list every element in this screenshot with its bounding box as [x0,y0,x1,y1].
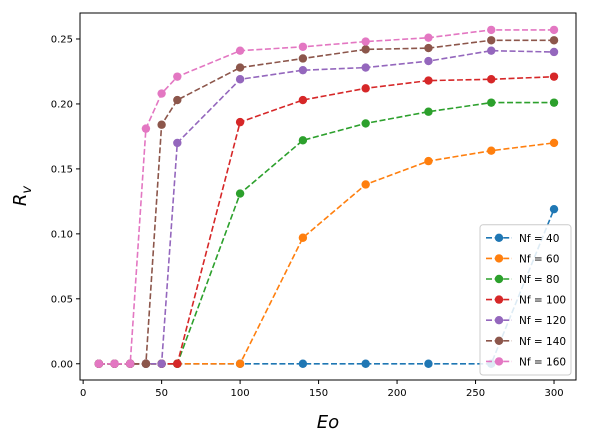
data-point [157,359,166,368]
legend-entry: Nf = 100 [486,295,566,307]
y-tick-label: 0.25 [51,34,73,45]
data-point [361,180,370,189]
data-point [110,359,119,368]
data-point [157,89,166,98]
legend-label: Nf = 60 [519,253,559,265]
data-point [549,47,559,57]
x-tick-label: 100 [231,388,250,399]
y-tick-label: 0.00 [51,359,73,370]
data-point [298,136,308,145]
y-tick-label: 0.10 [51,229,73,240]
legend-label: Nf = 160 [519,356,566,368]
legend-label: Nf = 100 [519,295,566,307]
data-point [424,56,433,66]
data-point [235,117,245,127]
legend-entry: Nf = 140 [486,336,566,348]
legend-swatch-marker [494,274,504,284]
data-point [235,75,245,84]
x-tick-label: 250 [466,388,485,399]
data-point [424,107,433,116]
data-point [94,359,104,368]
data-point [424,156,433,166]
legend-entry: Nf = 80 [486,274,559,286]
legend-label: Nf = 140 [519,336,566,348]
data-point [126,359,135,368]
data-point [424,76,433,85]
x-tick-label: 300 [544,388,563,399]
data-point [361,84,370,93]
y-tick-label: 0.15 [51,164,73,175]
legend-entry: Nf = 40 [486,233,559,245]
data-point [487,75,496,84]
legend: Nf = 40 Nf = 60 Nf = 80 Nf = 100 Nf = 120 Nf … [479,224,572,376]
legend-swatch-marker [494,316,504,325]
x-tick-label: 0 [80,388,86,399]
legend-entry: Nf = 160 [486,356,566,368]
data-point [173,95,182,105]
data-point [424,43,433,53]
data-point [173,72,182,81]
data-point [424,33,433,42]
data-point [549,72,559,81]
plot-marks [94,25,559,368]
data-point [298,42,308,51]
data-point [157,120,166,129]
legend-label: Nf = 80 [519,274,559,286]
legend-swatch-marker [494,254,504,263]
data-point [298,65,308,75]
data-point [487,46,496,55]
x-axis-label: Eo [317,412,339,433]
data-point [235,46,245,55]
legend-swatch-marker [494,295,504,304]
data-point [487,36,496,45]
legend-swatch-marker [494,233,504,242]
data-point [549,98,559,107]
data-point [549,138,559,148]
data-point [235,63,245,72]
legend-entry: Nf = 60 [486,253,559,265]
data-point [173,138,182,148]
data-point [487,146,496,155]
legend-label: Nf = 40 [519,233,559,245]
legend-box [479,224,572,376]
data-point [487,25,496,35]
data-point [549,204,559,214]
legend-swatch-marker [494,336,504,345]
data-point [424,359,433,368]
y-tick-label: 0.05 [51,294,73,305]
data-point [141,359,151,368]
legend-label: Nf = 120 [519,315,566,327]
data-point [361,63,370,72]
data-point [361,45,370,54]
x-tick-label: 150 [309,388,328,399]
data-point [549,25,559,35]
y-axis-label: Rv [10,186,35,207]
data-point [141,124,151,133]
data-point [235,359,245,368]
data-point [235,189,245,198]
data-point [173,359,182,368]
data-point [361,359,370,368]
x-tick-label: 50 [155,388,168,399]
data-point [549,36,559,45]
x-axis-ticks: 0 50 100 150 200 250 300 [80,380,564,399]
x-tick-label: 200 [388,388,407,399]
data-point [298,95,308,105]
data-point [298,359,308,368]
y-axis-ticks: 0.00 0.05 0.10 0.15 0.20 0.25 [51,34,80,370]
data-point [298,233,308,242]
data-point [487,98,496,107]
data-point [361,37,370,46]
data-point [361,119,370,128]
data-point [298,54,308,63]
series-6 [94,25,559,368]
legend-swatch-marker [494,357,504,366]
plot-frame [79,12,577,381]
y-tick-label: 0.20 [51,99,73,110]
legend-entry: Nf = 120 [486,315,566,327]
